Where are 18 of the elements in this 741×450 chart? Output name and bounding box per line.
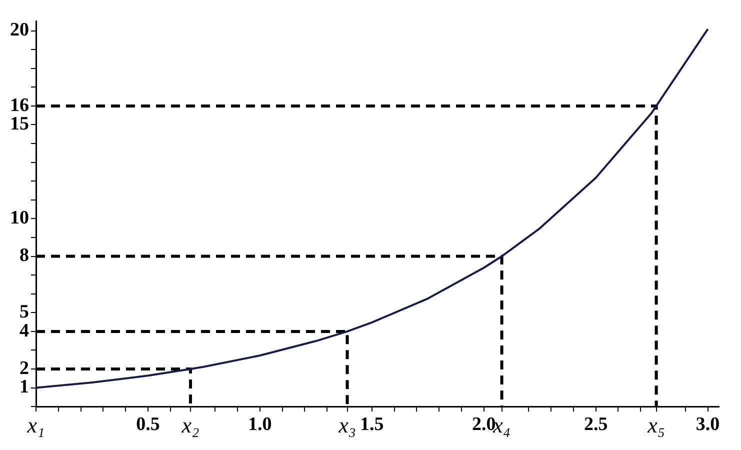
y-tick-label: 10 bbox=[10, 208, 29, 229]
y-tick-label: 16 bbox=[10, 94, 29, 116]
x-tick-label: x₂ bbox=[180, 412, 200, 438]
y-tick-label: 2 bbox=[20, 358, 29, 379]
y-tick-label: 15 bbox=[10, 114, 29, 135]
x-tick-label: x₁ bbox=[26, 412, 45, 438]
y-tick-label: 20 bbox=[10, 20, 29, 41]
x-tick-label: 0.5 bbox=[136, 414, 160, 435]
y-tick-label: 5 bbox=[20, 302, 29, 323]
x-tick-label: 3.0 bbox=[696, 414, 720, 435]
x-tick-label: 1.0 bbox=[248, 414, 272, 435]
x-tick-label: x₃ bbox=[338, 412, 356, 438]
x-tick-label: 1.5 bbox=[360, 414, 384, 435]
x-tick-label: x₅ bbox=[646, 412, 666, 438]
y-tick-label: 1 bbox=[20, 376, 29, 398]
y-tick-label: 8 bbox=[20, 245, 29, 266]
y-tick-label: 4 bbox=[20, 320, 30, 342]
x-tick-label: 2.5 bbox=[584, 414, 608, 435]
